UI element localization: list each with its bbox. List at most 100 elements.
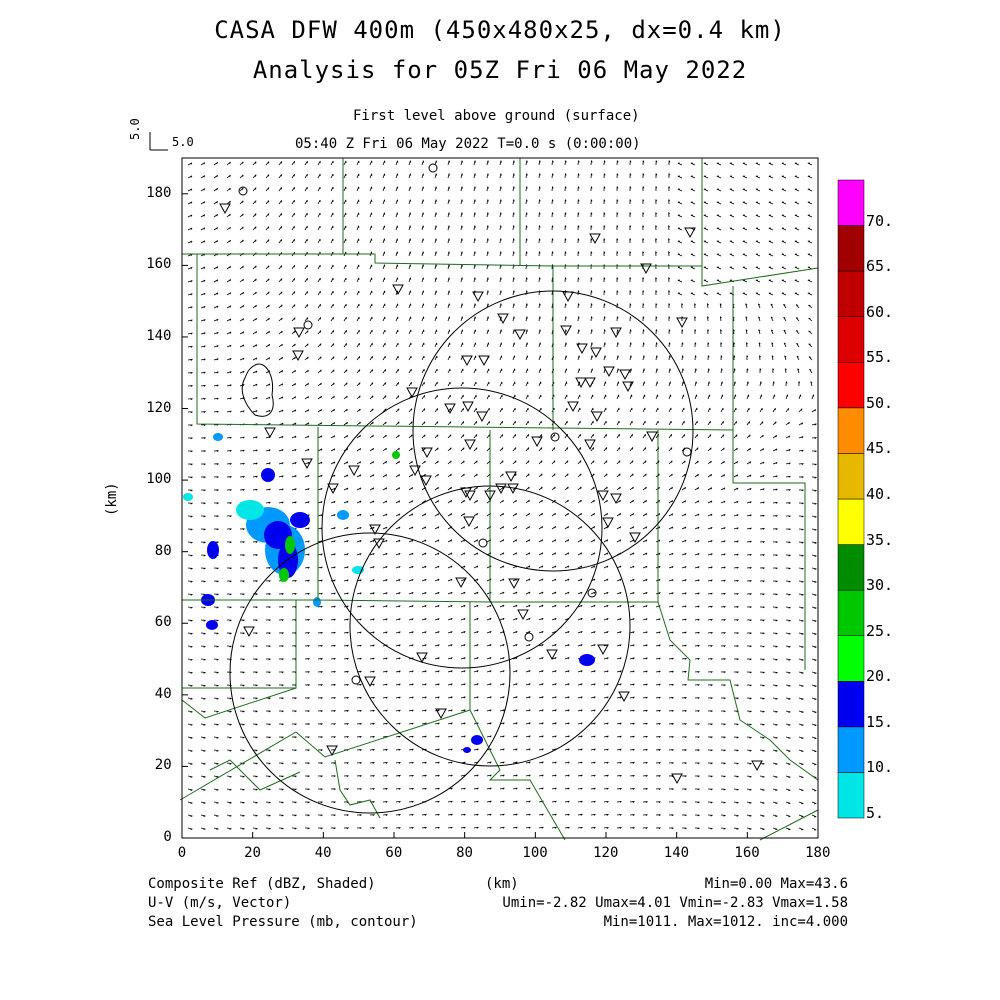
wind-vector-head [656,368,658,371]
wind-vector-head [671,644,674,647]
wind-vector-head [437,683,440,686]
wind-vector-head [723,658,726,661]
wind-vector-head [229,463,232,465]
wind-vector-head [385,448,387,451]
wind-vector-head [707,316,709,319]
wind-vector-head [796,355,799,358]
wind-vector-head [424,644,427,647]
wind-vector-head [229,724,232,726]
wind-vector-head [294,593,297,595]
wind-vector-head [658,552,661,555]
wind-vector-head [346,762,349,765]
wind-vector-head [502,618,505,621]
wind-vector-head [463,735,466,738]
wind-vector-head [463,500,465,503]
wind-vector-head [710,671,713,674]
wind-vector-head [333,658,336,660]
wind-vector-head [658,709,661,712]
wind-vector-head [697,566,700,569]
wind-vector-head [632,552,635,555]
wind-vector-head [528,578,531,581]
wind-vector-head [190,175,193,178]
wind-vector-head [411,748,414,751]
wind-vector-head [567,604,570,608]
wind-vector-head [658,827,661,830]
wind-vector-head [747,381,749,384]
wind-vector-head [229,619,232,622]
wind-vector-head [450,787,453,790]
wind-vector-head [411,814,414,816]
wind-vector-head [372,540,375,543]
wind-vector-head [190,293,193,296]
wind-vector-head [372,722,375,725]
wind-vector-head [629,316,632,319]
wind-vector-head [616,316,619,319]
wind-vector-head [552,173,554,176]
wind-vector-head [307,435,310,438]
wind-vector-head [437,487,439,490]
wind-vector-head [632,709,635,712]
wind-vector-head [203,188,206,191]
wind-vector-head [801,476,804,479]
wind-vector-head [502,670,505,673]
wind-vector-head [645,513,648,516]
wind-vector-head [255,632,258,635]
wind-vector-head [255,567,258,570]
wind-vector-head [565,342,567,345]
wind-vector-head [762,514,765,517]
wind-vector-head [502,644,505,647]
wind-vector-head [190,437,193,440]
wind-vector-head [697,487,700,490]
wind-vector-head [710,762,713,765]
wind-vector-head [411,670,414,673]
wind-vector-head [655,290,658,293]
wind-vector-head [242,462,245,465]
wind-vector-head [216,318,219,322]
wind-vector-head [411,487,414,490]
wind-vector-head [564,199,567,202]
wind-vector-head [216,279,219,282]
wind-vector-head [346,527,349,530]
wind-vector-head [437,696,440,699]
wind-vector-head [749,723,752,726]
wind-vector-head [216,646,219,648]
wind-vector-head [658,801,661,804]
wind-vector-head [461,212,463,215]
wind-vector-head [658,473,660,476]
wind-vector-head [502,735,505,738]
wind-vector-head [762,645,765,648]
wind-vector-head [749,789,752,791]
wind-vector-head [463,473,465,477]
wind-vector-head [320,369,322,372]
wind-vector-head [541,787,544,790]
wind-vector-head [515,787,518,790]
wind-vector-head [398,631,401,634]
wind-vector-head [658,762,661,764]
wind-vector-head [567,787,570,790]
wind-vector-head [655,316,658,319]
wind-vector-head [242,449,245,452]
wind-vector-head [736,566,739,569]
wind-vector-head [684,775,687,778]
wind-vector-head [255,645,258,648]
wind-vector-head [603,186,606,189]
wind-vector-head [645,486,647,490]
wind-vector-head [788,646,791,648]
wind-vector-head [578,355,580,358]
wind-vector-head [658,565,661,569]
wind-vector-head [268,488,271,491]
wind-vector-head [590,251,593,254]
wind-vector-head [385,618,388,621]
wind-vector-head [190,698,193,700]
wind-vector-head [229,711,232,713]
wind-vector-head [710,500,713,503]
wind-vector-head [216,502,219,505]
wind-vector-head [697,579,700,582]
wind-vector-head [448,225,450,228]
wind-vector-head [398,434,400,437]
wind-vector-head [268,317,270,321]
wind-vector-head [619,801,622,803]
wind-vector-head [593,604,596,608]
wind-vector-head [502,800,505,803]
wind-vector-head [801,449,804,452]
